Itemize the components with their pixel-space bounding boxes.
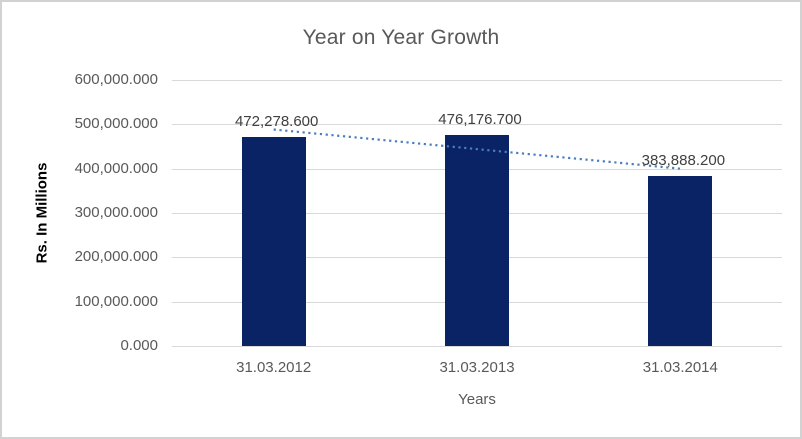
data-label: 476,176.700: [438, 110, 522, 128]
y-axis-tick-label: 400,000.000: [74, 159, 158, 177]
data-label: 383,888.200: [641, 151, 726, 169]
chart-title: Year on Year Growth: [302, 26, 500, 49]
x-axis-category-label: 31.03.2014: [642, 359, 718, 376]
bar-31.03.2013: [445, 134, 509, 346]
x-axis-category-label: 31.03.2012: [236, 359, 312, 376]
x-axis-title: Years: [458, 391, 496, 408]
gridline: [172, 124, 782, 126]
gridline: [172, 80, 782, 81]
x-axis-category-label: 31.03.2013: [439, 359, 515, 376]
bar-31.03.2014: [648, 175, 713, 346]
y-axis-tick-label: 500,000.000: [74, 115, 158, 133]
y-axis-tick-label: 0.000: [120, 337, 158, 354]
data-label: 472,278.600: [234, 112, 319, 130]
plot-area: 472,278.600 476,176.700 383,888.200: [172, 80, 782, 347]
gridline: [172, 346, 782, 347]
y-axis-tick-label: 600,000.000: [74, 71, 158, 88]
trendline-path: [273, 128, 681, 170]
trendline: [273, 128, 681, 170]
y-axis-tick-label: 300,000.000: [74, 204, 158, 221]
y-axis-tick-label: 200,000.000: [74, 248, 158, 266]
bar-31.03.2012: [241, 136, 306, 346]
y-axis-tick-label: 100,000.000: [74, 292, 158, 310]
